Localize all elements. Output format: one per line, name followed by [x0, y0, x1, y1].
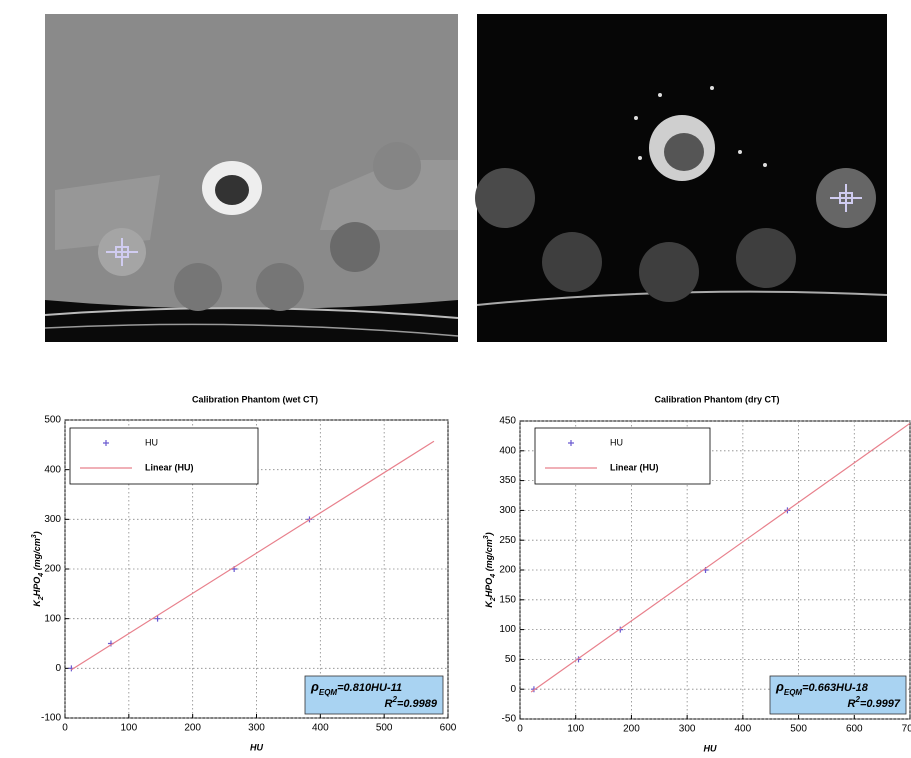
chart: 0100200300400500600700-50050100150200250…: [483, 394, 911, 753]
y-tick-label: -50: [502, 714, 517, 725]
y-tick-label: 200: [499, 565, 516, 576]
x-tick-label: 100: [120, 723, 137, 734]
x-tick-label: 500: [376, 723, 393, 734]
legend-marker: [103, 440, 109, 446]
y-axis-label-part: HPO: [32, 577, 42, 597]
y-tick-label: 250: [499, 535, 516, 546]
y-tick-label: 300: [499, 505, 516, 516]
annotation-r2: R2=0.9997: [848, 695, 901, 710]
y-axis-label-part: K: [484, 600, 494, 608]
y-axis-label-part: HPO: [484, 578, 494, 598]
fit-line: [71, 440, 435, 671]
ct-image-dry: [475, 14, 888, 342]
r: R: [385, 698, 393, 710]
x-tick-label: 600: [846, 724, 863, 735]
y-tick-label: 350: [499, 475, 516, 486]
r-sup: 2: [391, 695, 397, 704]
y-axis-label-part: 2: [490, 597, 497, 602]
x-axis-label: HU: [250, 742, 263, 752]
annotation-equation: ρEQM=0.810HU-11: [310, 679, 402, 696]
symbol-sub: EQM: [319, 688, 338, 697]
x-tick-label: 200: [184, 723, 201, 734]
x-tick-label: 600: [440, 723, 457, 734]
annotation-equation: ρEQM=0.663HU-18: [775, 679, 869, 696]
y-tick-label: 400: [499, 445, 516, 456]
ct-image-wet: [44, 14, 459, 342]
y-axis-label-part: ): [32, 531, 42, 535]
y-axis-label-part: 2: [38, 596, 45, 601]
y-tick-label: 100: [44, 613, 61, 624]
y-tick-label: 50: [505, 654, 517, 665]
chart-title: Calibration Phantom (dry CT): [654, 394, 779, 404]
equation: =0.663HU-18: [802, 682, 869, 694]
y-axis-label-part: (mg/cm: [32, 538, 42, 573]
annotation-box: [304, 675, 444, 715]
y-axis-label-part: 4: [490, 574, 497, 579]
legend-label: HU: [145, 437, 158, 447]
x-tick-label: 500: [790, 724, 807, 735]
y-axis-label-part: 4: [38, 573, 45, 578]
y-axis-label-part: K: [32, 599, 42, 607]
legend-label: Linear (HU): [610, 462, 659, 472]
legend-box: [534, 427, 711, 485]
y-tick-label: 200: [44, 564, 61, 575]
x-tick-label: 0: [62, 723, 68, 734]
y-tick-label: 450: [499, 416, 516, 427]
y-tick-label: 500: [44, 415, 61, 426]
x-tick-label: 300: [679, 724, 696, 735]
x-tick-label: 200: [623, 724, 640, 735]
y-tick-label: -100: [41, 713, 61, 724]
symbol: ρ: [775, 679, 784, 694]
x-tick-label: 400: [312, 723, 329, 734]
y-tick-label: 400: [44, 464, 61, 475]
y-tick-label: 150: [499, 594, 516, 605]
chart: 0 100 200 300 400 500 600-1000100200300400500C…: [31, 394, 456, 752]
symbol: ρ: [310, 679, 319, 694]
y-tick-label: 100: [499, 624, 516, 635]
x-tick-label: 700: [902, 724, 911, 735]
x-tick-label: 400: [735, 724, 752, 735]
fit-line: [530, 422, 910, 693]
symbol-sub: EQM: [784, 688, 803, 697]
x-tick-label: 0: [517, 724, 523, 735]
r-value: =0.9989: [397, 698, 438, 710]
annotation-r2: R2=0.9989: [385, 695, 438, 710]
x-tick-label: 300: [248, 723, 265, 734]
legend-box: [69, 427, 259, 485]
legend-label: Linear (HU): [145, 462, 194, 472]
equation: =0.810HU-11: [337, 682, 402, 694]
y-axis-label: K2HPO4 (mg/cm3): [483, 532, 497, 607]
legend-marker: [568, 440, 574, 446]
r-sup: 2: [854, 695, 860, 704]
y-tick-label: 0: [55, 663, 61, 674]
x-axis-label: HU: [704, 743, 717, 753]
legend-label: HU: [610, 437, 623, 447]
y-tick-label: 300: [44, 514, 61, 525]
y-tick-label: 0: [510, 684, 516, 695]
annotation-box: [769, 675, 907, 715]
r: R: [848, 698, 856, 710]
x-tick-label: 100: [567, 724, 584, 735]
r-value: =0.9997: [860, 698, 901, 710]
y-axis-label-part: ): [484, 532, 494, 536]
y-axis-label-part: 3: [31, 534, 38, 538]
y-axis-label-part: (mg/cm: [484, 539, 494, 574]
chart-title: Calibration Phantom (wet CT): [192, 394, 318, 404]
y-axis-label-part: 3: [483, 535, 490, 539]
data-point: [154, 615, 161, 622]
y-axis-label: K2HPO4 (mg/cm3): [31, 531, 45, 606]
